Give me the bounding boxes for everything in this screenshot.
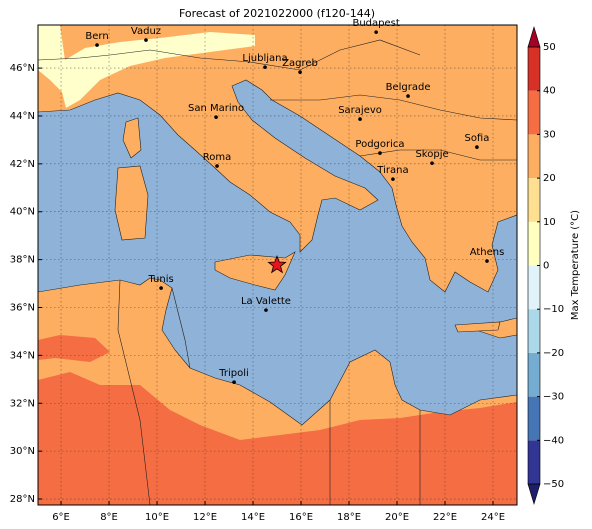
map <box>38 25 517 505</box>
colorbar-tick-label: 30 <box>543 129 556 140</box>
colorbar-segment <box>528 90 540 135</box>
city-dot <box>214 115 218 119</box>
city-label: Skopje <box>415 149 448 160</box>
x-tick-label: 22°E <box>433 512 457 523</box>
colorbar-tick-label: 10 <box>543 217 556 228</box>
colorbar-segment <box>528 178 540 222</box>
x-tick-label: 24°E <box>481 512 505 523</box>
y-tick-label: 40°N <box>10 207 35 218</box>
city-dot <box>215 164 219 168</box>
city-dot <box>358 117 362 121</box>
city-label: Ljubljana <box>242 53 287 64</box>
city-label: Tripoli <box>218 368 249 379</box>
colorbar-segment <box>528 134 540 179</box>
city-dot <box>378 151 382 155</box>
corsica <box>122 117 142 159</box>
x-tick-label: 18°E <box>337 512 361 523</box>
colorbar-tick-label: 50 <box>543 42 556 53</box>
colorbar-tick-label: 20 <box>543 173 556 184</box>
city-label: Budapest <box>352 18 399 29</box>
y-tick-label: 42°N <box>10 159 35 170</box>
colorbar-tick-label: −50 <box>543 479 564 490</box>
crete <box>454 321 501 333</box>
x-tick-label: 6°E <box>52 512 70 523</box>
colorbar-segment <box>528 221 540 266</box>
y-tick-label: 34°N <box>10 350 35 361</box>
colorbar-segment <box>528 440 540 484</box>
star-marker <box>267 254 287 274</box>
y-tick-label: 32°N <box>10 398 35 409</box>
city-label: Bern <box>85 31 108 42</box>
city-dot <box>485 259 489 263</box>
colorbar-segment <box>528 352 540 397</box>
hot-zone <box>38 335 110 362</box>
city-label: Belgrade <box>386 82 431 93</box>
colorbar-tick-label: 0 <box>543 261 549 272</box>
city-dot <box>430 161 434 165</box>
city-dot <box>232 380 236 384</box>
map-frame <box>37 24 518 506</box>
city-label: Podgorica <box>355 139 404 150</box>
city-label: Tirana <box>376 165 408 176</box>
city-dot <box>263 65 267 69</box>
border <box>38 39 517 505</box>
x-tick-label: 16°E <box>289 512 313 523</box>
colorbar-over <box>527 25 541 48</box>
colorbar-segment <box>528 396 540 441</box>
city-label: Zagreb <box>282 58 318 69</box>
colorbar-tick-label: 40 <box>543 86 556 97</box>
y-tick-label: 44°N <box>10 111 35 122</box>
colorbar-tick-label: −30 <box>543 392 564 403</box>
city-label: Sarajevo <box>338 105 382 116</box>
city-dot <box>298 70 302 74</box>
city-dot <box>475 145 479 149</box>
colorbar-segment <box>528 265 540 310</box>
x-tick-label: 20°E <box>385 512 409 523</box>
y-tick-label: 28°N <box>10 494 35 505</box>
colorbar-label: Max Temperature (°C) <box>570 210 581 320</box>
city-dot <box>406 94 410 98</box>
colorbar-tick-label: −20 <box>543 348 564 359</box>
colorbar-under <box>527 483 541 506</box>
y-tick-label: 46°N <box>10 63 35 74</box>
city-dot <box>264 308 268 312</box>
city-label: Vaduz <box>131 26 161 37</box>
city-dot <box>144 38 148 42</box>
city-dot <box>391 177 395 181</box>
sea <box>38 79 517 426</box>
x-tick-label: 8°E <box>100 512 118 523</box>
city-label: Athens <box>470 247 505 258</box>
x-tick-label: 10°E <box>145 512 169 523</box>
colorbar-segment <box>528 309 540 353</box>
y-tick-label: 38°N <box>10 255 35 266</box>
x-tick-label: 14°E <box>241 512 265 523</box>
sardinia <box>114 165 149 241</box>
hot-zone <box>38 372 517 505</box>
colorbar-segment <box>528 47 540 91</box>
x-tick-label: 12°E <box>193 512 217 523</box>
colorbar-tick-label: −40 <box>543 435 564 446</box>
city-label: Tunis <box>147 274 173 285</box>
y-tick-label: 36°N <box>10 302 35 313</box>
city-dot <box>95 43 99 47</box>
city-label: La Valette <box>241 296 291 307</box>
city-label: Roma <box>203 152 232 163</box>
city-label: Sofia <box>464 133 489 144</box>
cool-zone <box>38 25 255 108</box>
city-dot <box>374 30 378 34</box>
y-tick-label: 30°N <box>10 446 35 457</box>
city-dot <box>159 286 163 290</box>
colorbar-tick-label: −10 <box>543 304 564 315</box>
title: Forecast of 2021022000 (f120-144) <box>179 7 375 20</box>
city-label: San Marino <box>188 103 244 114</box>
